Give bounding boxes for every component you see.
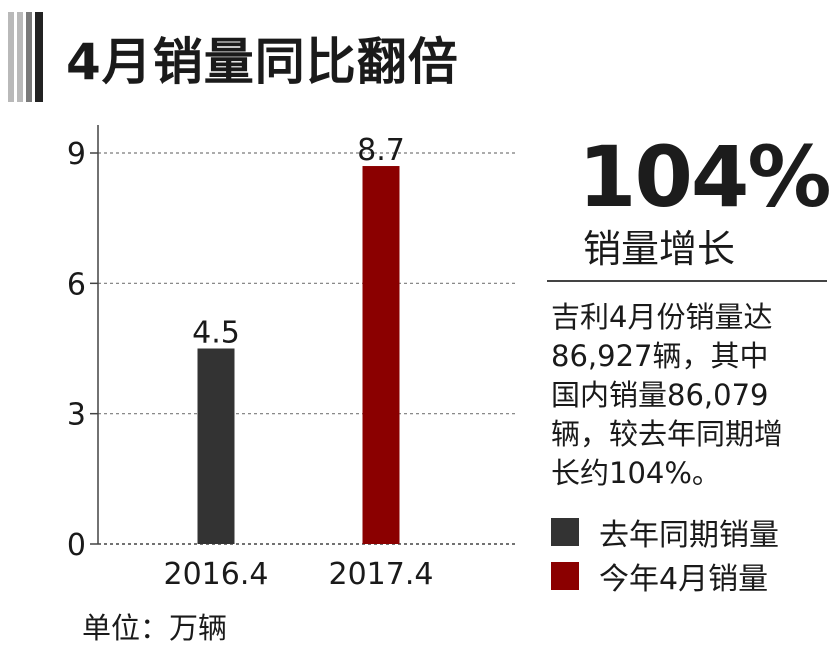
title-decoration-stripe [8,12,14,102]
legend-item-last-year: 去年同期销量 [551,510,779,554]
bar-value-label: 8.7 [357,133,405,168]
y-tick-label: 3 [67,398,86,433]
bar-2017.4 [362,166,400,545]
description-line: 长约104%。 [551,456,721,490]
description-line: 86,927辆，其中 [551,339,769,373]
description-text: 吉利4月份销量达 86,927辆，其中 国内销量86,079 辆，较去年同期增 … [551,298,821,493]
legend-label: 今年4月销量 [599,562,769,597]
title-decoration-stripe [17,12,23,102]
description-line: 辆，较去年同期增 [551,417,784,451]
description-line: 国内销量86,079 [551,378,769,412]
bar-chart: 0 3 6 9 4.5 2016.4 8.7 2017.4 [67,125,515,592]
legend-swatch-last-year [551,518,579,546]
legend-item-this-year: 今年4月销量 [551,554,779,598]
legend-swatch-this-year [551,562,579,590]
chart-title: 4月销量同比翻倍 [66,33,459,91]
bar-value-label: 4.5 [192,316,240,351]
y-tick-label: 0 [67,528,86,563]
unit-label: 单位：万辆 [82,611,228,645]
y-tick-label: 6 [67,267,86,302]
x-tick-label: 2016.4 [164,557,269,592]
legend-label: 去年同期销量 [599,518,779,553]
legend: 去年同期销量 今年4月销量 [551,510,779,598]
title-bar: 4月销量同比翻倍 [8,8,608,102]
title-decoration-stripe [26,12,32,102]
y-tick-label: 9 [67,137,86,172]
x-tick-label: 2017.4 [329,557,434,592]
divider [547,280,827,282]
title-decoration-stripe [35,12,43,102]
growth-percent: 104% [578,128,831,226]
growth-label: 销量增长 [583,227,736,271]
bar-2016.4 [197,348,235,544]
description-line: 吉利4月份销量达 [551,300,773,334]
